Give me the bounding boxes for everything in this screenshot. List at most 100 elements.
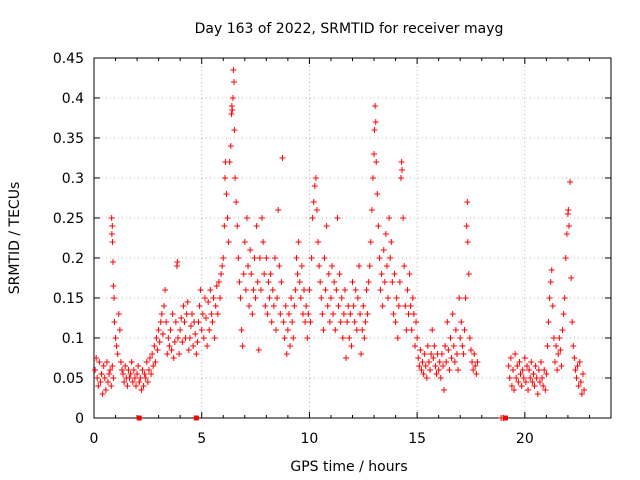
data-point: [261, 271, 268, 277]
data-point: [208, 311, 215, 317]
plot-frame: [93, 57, 612, 419]
data-point: [323, 223, 330, 229]
data-point: [126, 375, 133, 381]
data-point: [458, 319, 465, 325]
data-point: [397, 175, 404, 181]
data-point: [265, 279, 272, 285]
data-point: [270, 303, 277, 309]
data-point: [553, 343, 560, 349]
data-point: [304, 335, 311, 341]
data-point: [294, 271, 301, 277]
data-point: [546, 295, 553, 301]
data-point: [400, 215, 407, 221]
data-point: [555, 351, 562, 357]
data-point: [194, 339, 201, 345]
data-point: [473, 371, 480, 377]
data-point: [149, 351, 156, 357]
data-point: [437, 375, 444, 381]
data-point: [435, 367, 442, 373]
data-point: [410, 311, 417, 317]
data-point: [313, 207, 320, 213]
data-point: [364, 311, 371, 317]
data-point: [413, 319, 420, 325]
data-point: [303, 303, 310, 309]
data-point: [332, 327, 339, 333]
data-point: [274, 295, 281, 301]
data-point: [171, 339, 178, 345]
data-point: [505, 363, 512, 369]
data-point: [152, 359, 159, 365]
data-point: [359, 327, 366, 333]
data-point: [329, 263, 336, 269]
data-point: [545, 319, 552, 325]
data-point: [340, 311, 347, 317]
data-point: [371, 127, 378, 133]
data-point: [193, 351, 200, 357]
data-point: [568, 275, 575, 281]
data-point: [120, 371, 127, 377]
data-point: [550, 335, 557, 341]
data-point: [460, 351, 467, 357]
data-point: [363, 287, 370, 293]
data-point: [196, 303, 203, 309]
x-tick-label: 10: [301, 431, 319, 447]
data-point: [474, 359, 481, 365]
data-point: [150, 363, 157, 369]
data-point: [431, 343, 438, 349]
data-point: [290, 335, 297, 341]
data-point: [368, 207, 375, 213]
data-point: [127, 371, 134, 377]
data-point: [229, 107, 236, 113]
data-point: [565, 207, 572, 213]
data-point: [230, 67, 237, 73]
data-point: [449, 311, 456, 317]
data-point: [174, 259, 181, 265]
data-point: [283, 351, 290, 357]
data-point: [268, 319, 275, 325]
data-point: [405, 311, 412, 317]
data-point: [540, 383, 547, 389]
data-point: [122, 363, 129, 369]
data-point: [450, 343, 457, 349]
data-point: [295, 239, 302, 245]
data-point: [436, 359, 443, 365]
data-point: [396, 279, 403, 285]
data-point: [321, 255, 328, 261]
data-point: [121, 379, 128, 385]
data-point: [106, 371, 113, 377]
y-axis-label: SRMTID / TECUs: [7, 182, 23, 295]
data-point: [402, 303, 409, 309]
data-point: [388, 239, 395, 245]
data-point: [110, 375, 117, 381]
data-point: [357, 311, 364, 317]
data-point: [337, 319, 344, 325]
data-point: [221, 175, 228, 181]
data-point: [424, 343, 431, 349]
data-point: [507, 355, 514, 361]
data-point: [543, 371, 550, 377]
data-point: [92, 367, 99, 373]
data-point: [532, 363, 539, 369]
data-point: [109, 223, 116, 229]
data-point: [511, 387, 518, 393]
data-point: [259, 215, 266, 221]
data-point: [549, 303, 556, 309]
data-point: [99, 391, 106, 397]
data-point: [386, 215, 393, 221]
data-point: [423, 375, 430, 381]
data-point: [312, 175, 319, 181]
data-point: [421, 351, 428, 357]
data-point: [438, 351, 445, 357]
data-point: [456, 295, 463, 301]
data-point: [183, 311, 190, 317]
data-point: [119, 367, 126, 373]
data-point: [372, 103, 379, 109]
data-point: [344, 319, 351, 325]
y-tick-label: 0.35: [53, 131, 84, 147]
data-point: [184, 299, 191, 305]
data-point: [143, 359, 150, 365]
data-point: [348, 343, 355, 349]
data-point: [199, 311, 206, 317]
data-point: [411, 343, 418, 349]
data-point: [355, 263, 362, 269]
